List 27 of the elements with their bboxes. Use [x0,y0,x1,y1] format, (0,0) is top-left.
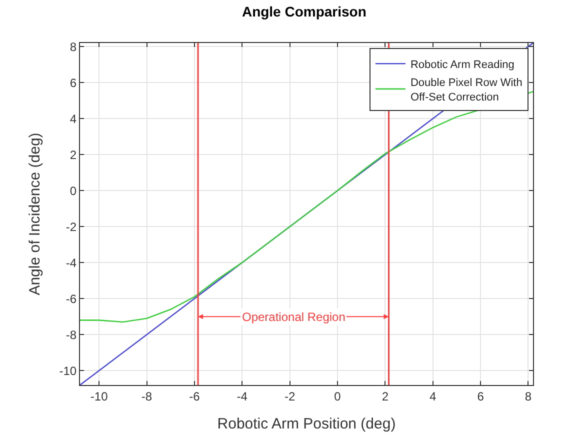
y-tick-label: -6 [66,292,77,306]
x-tick-label: 2 [382,389,389,404]
y-tick-label: 2 [70,148,77,162]
y-tick-label: 8 [70,40,77,54]
x-tick-label: -4 [236,389,248,404]
y-tick-label: 0 [70,184,77,198]
y-tick-label: -10 [59,364,77,378]
x-tick-label: 0 [334,389,342,404]
x-tick-label: -8 [141,389,152,404]
line-series [80,90,533,323]
x-tick-label: -6 [189,389,200,404]
x-axis-title: Robotic Arm Position (deg) [217,415,396,432]
y-tick-label: 4 [70,112,77,126]
chart-title: Angle Comparison [242,3,366,20]
y-tick-label: -8 [66,328,77,342]
legend-label: Robotic Arm Reading [410,58,514,71]
annotation: Operational Region [242,310,346,324]
x-tick-label: 8 [524,389,532,404]
x-tick-label: 6 [477,389,484,404]
y-tick-label: 6 [70,76,77,90]
legend-label: Double Pixel Row With Off-Set Correction [410,77,522,104]
x-tick-label: -10 [90,389,108,404]
x-tick-label: -2 [284,389,296,404]
y-axis-title: Angle of Incidence (deg) [26,132,44,296]
y-tick-label: -2 [66,220,77,234]
x-tick-label: 4 [430,389,437,404]
y-tick-label: -4 [66,256,77,270]
